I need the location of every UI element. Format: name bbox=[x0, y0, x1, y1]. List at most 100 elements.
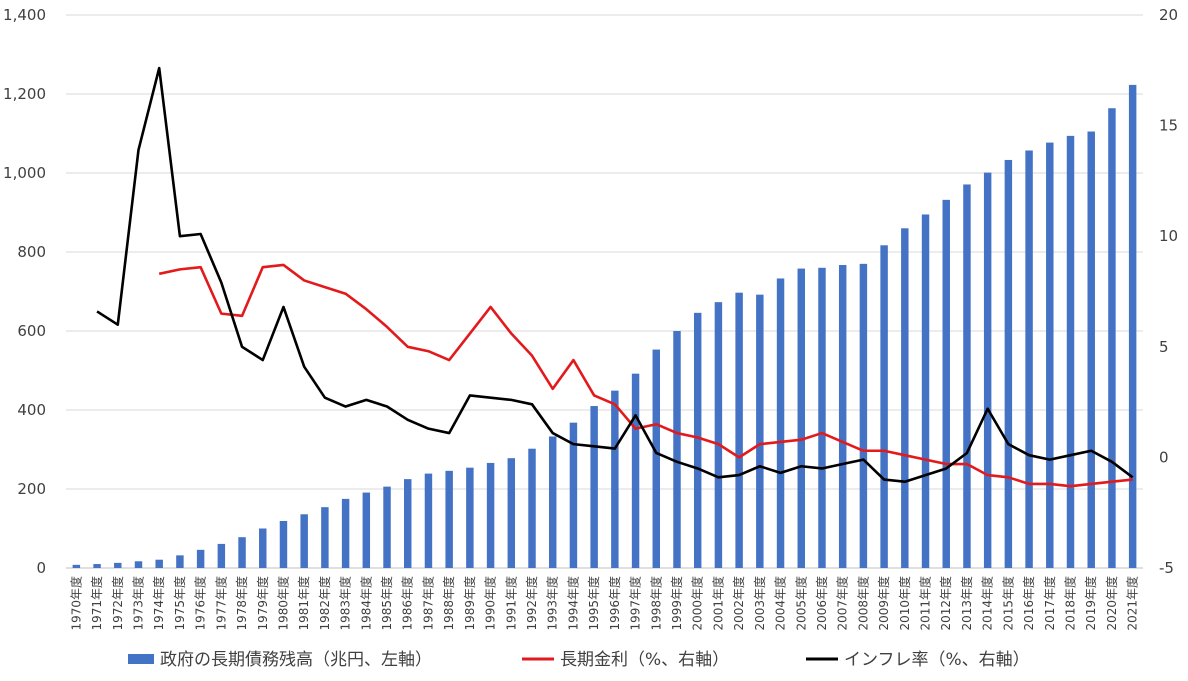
x-tick-label: 1983年度 bbox=[338, 576, 353, 631]
bar bbox=[155, 559, 163, 568]
x-tick-label: 1985年度 bbox=[379, 576, 394, 631]
x-axis: 1970年度 1971年度 1972年度 1973年度 1974年度 1975年度 1976… bbox=[68, 576, 1139, 631]
bar bbox=[114, 562, 122, 568]
x-tick-label: 1997年度 bbox=[628, 576, 643, 631]
bar bbox=[1025, 150, 1033, 569]
x-tick-label: 2018年度 bbox=[1063, 576, 1078, 631]
bar bbox=[93, 564, 101, 568]
bar-series bbox=[72, 84, 1137, 569]
bar bbox=[590, 406, 598, 568]
grid-lines bbox=[66, 14, 1143, 569]
bar bbox=[901, 228, 909, 569]
bar bbox=[1087, 131, 1095, 568]
x-tick-label: 1973年度 bbox=[130, 576, 145, 631]
x-tick-label: 1990年度 bbox=[483, 576, 498, 631]
bar bbox=[1108, 108, 1116, 568]
bar bbox=[72, 564, 81, 568]
bar bbox=[714, 302, 723, 568]
bar bbox=[983, 172, 992, 569]
x-tick-label: 1974年度 bbox=[151, 576, 166, 631]
x-tick-label: 1970年度 bbox=[68, 576, 83, 631]
bar bbox=[466, 467, 474, 568]
bar bbox=[693, 312, 702, 568]
left-axis: 0 200 400 600 800 1,000 1,200 1,400 bbox=[3, 6, 46, 577]
x-tick-label: 2013年度 bbox=[959, 576, 974, 631]
bar bbox=[818, 267, 826, 568]
bar bbox=[341, 498, 350, 568]
right-tick-label: 5 bbox=[1159, 338, 1169, 356]
bar bbox=[776, 278, 785, 568]
left-tick-label: 200 bbox=[17, 480, 46, 498]
x-tick-label: 1976年度 bbox=[193, 576, 208, 631]
x-tick-label: 2012年度 bbox=[938, 576, 953, 631]
x-tick-label: 2009年度 bbox=[876, 576, 891, 631]
legend-label: 長期金利（%、右軸） bbox=[560, 650, 729, 670]
x-tick-label: 2015年度 bbox=[1000, 576, 1015, 631]
left-tick-label: 1,200 bbox=[3, 85, 46, 103]
bar bbox=[1128, 84, 1137, 568]
bar bbox=[507, 458, 516, 568]
x-tick-label: 2004年度 bbox=[773, 576, 788, 631]
x-tick-label: 1972年度 bbox=[110, 576, 125, 631]
bar bbox=[548, 436, 557, 568]
x-tick-label: 2014年度 bbox=[980, 576, 995, 631]
x-tick-label: 1987年度 bbox=[420, 576, 435, 631]
x-tick-label: 1993年度 bbox=[545, 576, 560, 631]
x-tick-label: 1999年度 bbox=[669, 576, 684, 631]
x-tick-label: 1977年度 bbox=[213, 576, 228, 631]
bar bbox=[652, 349, 661, 568]
x-tick-label: 1989年度 bbox=[462, 576, 477, 631]
right-tick-label: -5 bbox=[1159, 559, 1174, 577]
bar bbox=[880, 245, 888, 568]
x-tick-label: 2005年度 bbox=[793, 576, 808, 631]
x-tick-label: 1992年度 bbox=[524, 576, 539, 631]
x-tick-label: 1998年度 bbox=[648, 576, 663, 631]
bar bbox=[611, 390, 619, 568]
bar bbox=[259, 528, 267, 568]
legend-swatch bbox=[128, 654, 154, 664]
series-line bbox=[158, 263, 1133, 488]
x-tick-label: 1981年度 bbox=[296, 576, 311, 631]
bar bbox=[279, 520, 288, 568]
x-tick-label: 2000年度 bbox=[690, 576, 705, 631]
x-tick-label: 1978年度 bbox=[234, 576, 249, 631]
left-tick-label: 600 bbox=[17, 322, 46, 340]
right-tick-label: 0 bbox=[1159, 448, 1169, 466]
left-tick-label: 1,400 bbox=[3, 6, 46, 24]
x-tick-label: 1994年度 bbox=[565, 576, 580, 631]
bar bbox=[921, 214, 930, 568]
right-tick-label: 15 bbox=[1159, 117, 1178, 135]
legend-label: インフレ率（%、右軸） bbox=[844, 650, 1030, 670]
bar bbox=[1004, 159, 1013, 568]
legend: 政府の長期債務残高（兆円、左軸） 長期金利（%、右軸） インフレ率（%、右軸） bbox=[128, 650, 1030, 670]
bar bbox=[673, 331, 681, 568]
right-tick-label: 10 bbox=[1159, 227, 1178, 245]
x-tick-label: 2003年度 bbox=[752, 576, 767, 631]
left-tick-label: 0 bbox=[36, 559, 46, 577]
bar bbox=[528, 448, 536, 568]
bar bbox=[300, 514, 308, 568]
x-tick-label: 2020年度 bbox=[1104, 576, 1119, 631]
bar bbox=[569, 422, 578, 568]
bar bbox=[134, 561, 143, 568]
bar bbox=[424, 473, 433, 568]
x-tick-label: 2007年度 bbox=[835, 576, 850, 631]
x-tick-label: 1979年度 bbox=[255, 576, 270, 631]
right-tick-label: 20 bbox=[1159, 6, 1178, 24]
bar bbox=[942, 199, 950, 569]
bar bbox=[1066, 135, 1075, 568]
series-line bbox=[96, 66, 1134, 484]
x-tick-label: 1988年度 bbox=[441, 576, 456, 631]
left-tick-label: 400 bbox=[17, 401, 46, 419]
x-tick-label: 2011年度 bbox=[918, 576, 933, 631]
x-tick-label: 1986年度 bbox=[400, 576, 415, 631]
bar bbox=[735, 292, 743, 568]
x-tick-label: 1984年度 bbox=[358, 576, 373, 631]
bar bbox=[756, 294, 764, 568]
bar bbox=[321, 507, 329, 568]
x-tick-label: 1995年度 bbox=[586, 576, 601, 631]
x-tick-label: 2021年度 bbox=[1125, 576, 1140, 631]
bar bbox=[838, 265, 847, 568]
bar bbox=[445, 470, 453, 568]
